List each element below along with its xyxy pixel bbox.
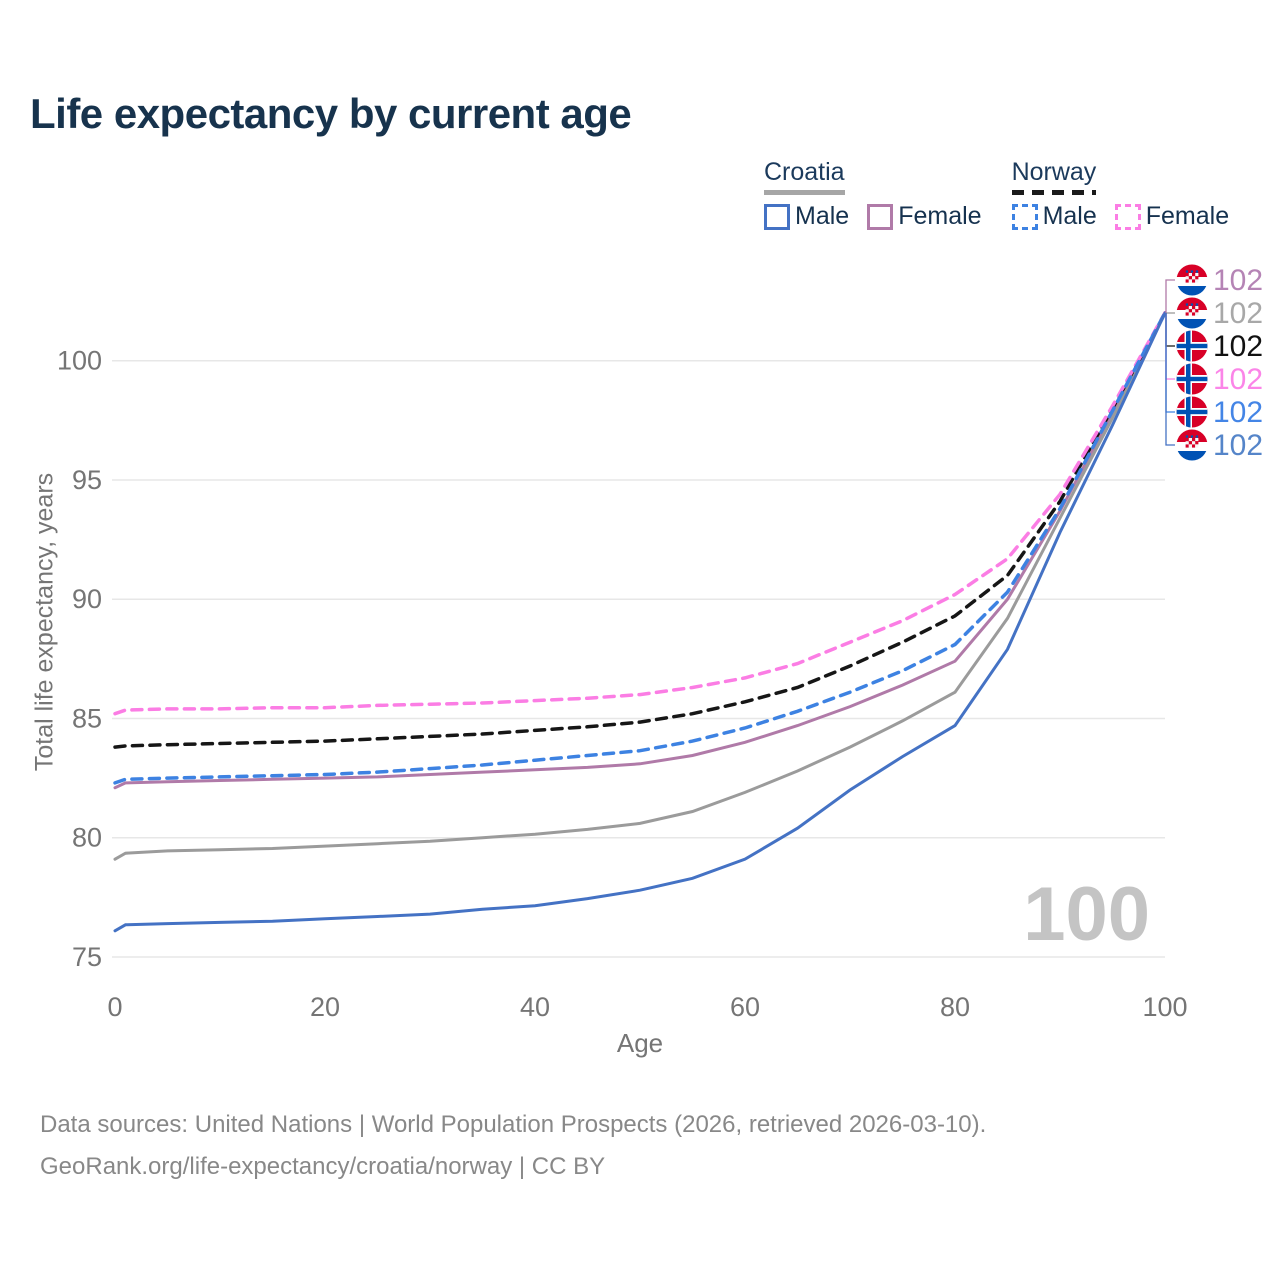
x-tick-label: 60 [730, 992, 760, 1022]
series-end-value: 102 [1213, 330, 1263, 363]
norway-flag-icon [1176, 330, 1208, 362]
series-end-value: 102 [1213, 429, 1263, 462]
x-tick-label: 100 [1142, 992, 1187, 1022]
legend-item-norway-female[interactable]: Female [1114, 202, 1230, 231]
legend-item-norway-male[interactable]: Male [1011, 202, 1097, 231]
footer-data-sources: Data sources: United Nations | World Pop… [40, 1111, 987, 1138]
x-tick-label: 20 [310, 992, 340, 1022]
footer: Data sources: United Nations | World Pop… [40, 1104, 986, 1188]
legend-group-croatia: Croatia Male Female [764, 158, 982, 231]
legend-item-label: Male [1042, 202, 1097, 230]
series-line-croatia-female[interactable] [113, 311, 1167, 790]
x-tick-label: 0 [107, 992, 122, 1022]
chart-legend: Croatia Male Female Norway Male Female [764, 158, 1229, 231]
series-line-croatia[interactable] [113, 311, 1167, 861]
watermark: 100 [1023, 872, 1150, 957]
series-end-value: 102 [1213, 297, 1263, 330]
legend-country-label: Norway [1011, 158, 1097, 186]
croatia-flag-icon [1176, 264, 1208, 296]
y-tick-label: 80 [72, 823, 102, 853]
y-axis-title: Total life expectancy, years [30, 472, 59, 772]
legend-swatch [1114, 203, 1141, 230]
legend-dashed-line-sample [1011, 190, 1097, 195]
label-leader-line [1165, 313, 1175, 413]
x-tick-label: 80 [940, 992, 970, 1022]
legend-item-label: Female [898, 202, 982, 230]
legend-country-label: Croatia [764, 158, 845, 186]
series-line-norway-female[interactable] [113, 311, 1167, 716]
legend-country: Norway [1011, 158, 1097, 195]
legend-item-croatia-female[interactable]: Female [867, 202, 982, 231]
norway-flag-icon [1176, 396, 1208, 428]
y-tick-label: 100 [57, 346, 102, 376]
legend-solid-line-sample [764, 190, 845, 195]
legend-item-croatia-male[interactable]: Male [764, 202, 849, 231]
series-end-value: 102 [1213, 264, 1263, 297]
legend-item-label: Male [795, 202, 850, 230]
y-tick-label: 90 [72, 584, 102, 614]
footer-attribution: GeoRank.org/life-expectancy/croatia/norw… [40, 1153, 606, 1180]
series-line-norway[interactable] [113, 311, 1167, 749]
series-end-value: 102 [1213, 363, 1263, 396]
y-tick-label: 85 [72, 703, 102, 733]
legend-item-label: Female [1145, 202, 1230, 230]
x-tick-label: 40 [520, 992, 550, 1022]
legend-group-norway: Norway Male Female [1011, 158, 1230, 231]
series-end-value: 102 [1213, 396, 1263, 429]
page-title: Life expectancy by current age [30, 90, 632, 137]
croatia-flag-icon [1176, 429, 1208, 461]
label-leader-line [1165, 313, 1175, 347]
legend-swatch [1011, 203, 1038, 230]
label-leader-line [1165, 313, 1175, 446]
x-axis-title: Age [616, 1028, 664, 1058]
legend-swatch [764, 203, 790, 230]
series-line-croatia-male[interactable] [113, 311, 1167, 933]
legend-country: Croatia [764, 158, 845, 195]
y-tick-label: 95 [72, 465, 102, 495]
norway-flag-icon [1176, 363, 1208, 395]
series-line-norway-male[interactable] [113, 311, 1167, 785]
label-leader-line [1165, 279, 1175, 313]
legend-swatch [867, 203, 894, 230]
croatia-flag-icon [1176, 297, 1208, 329]
y-tick-label: 75 [72, 942, 102, 972]
